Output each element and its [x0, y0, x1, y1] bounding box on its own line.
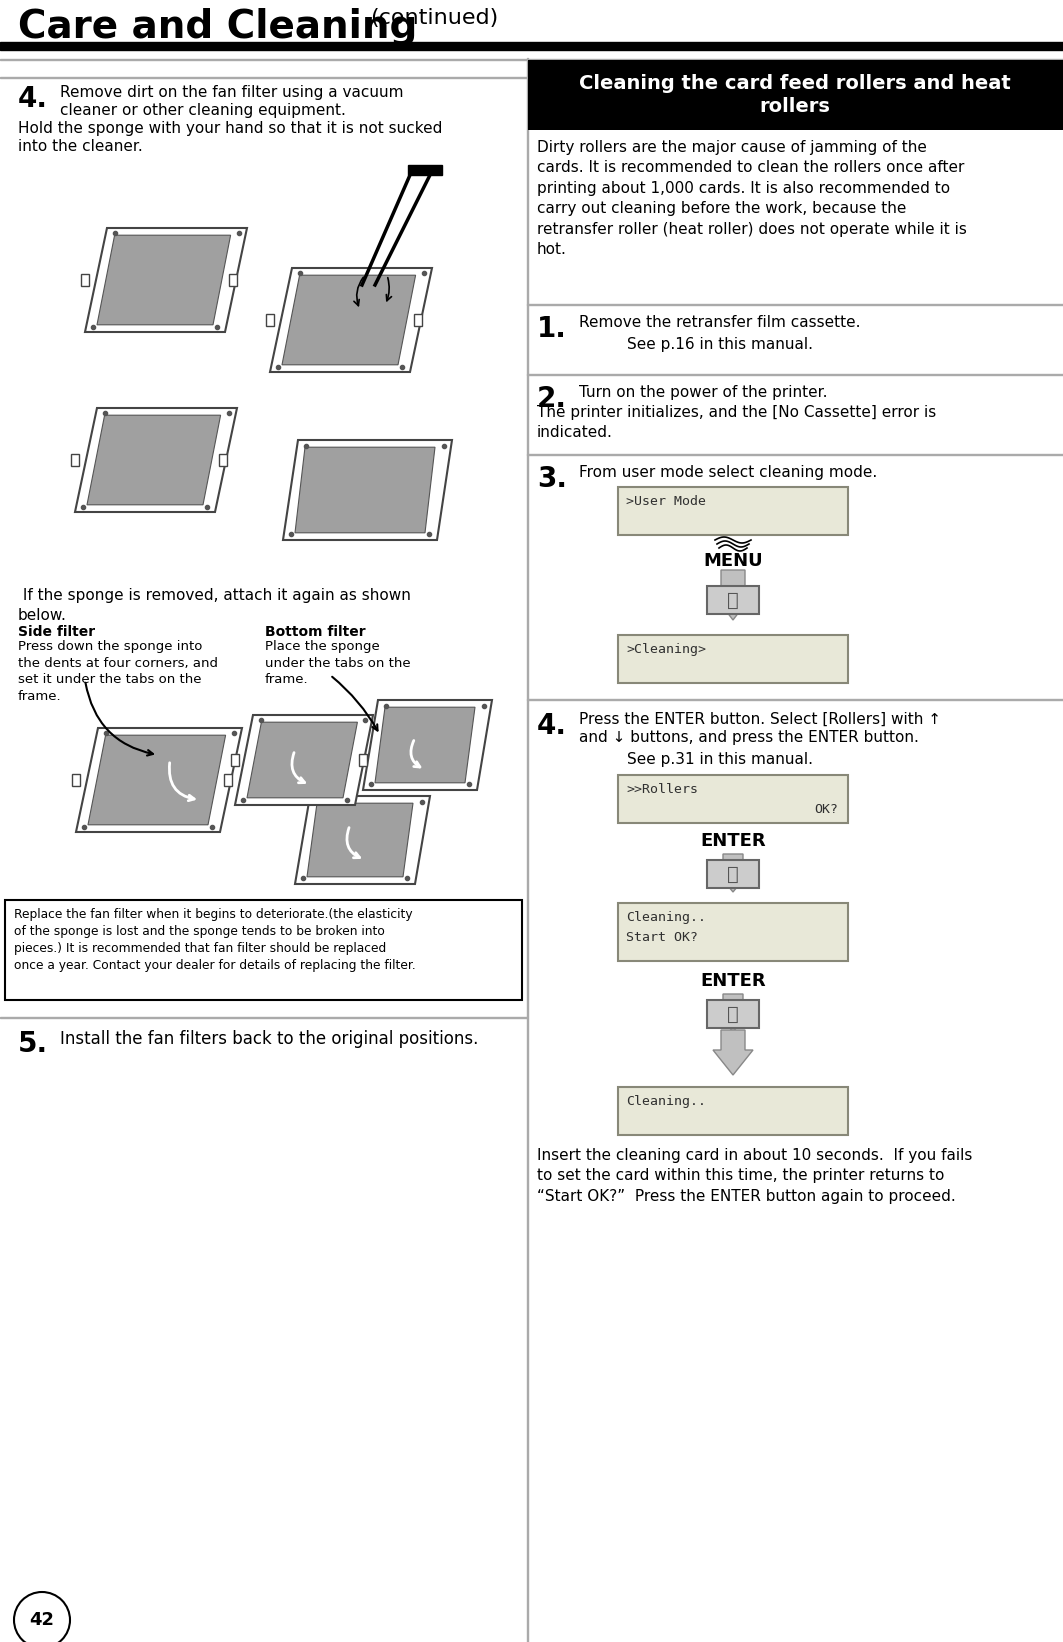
Polygon shape	[88, 736, 225, 824]
Text: cleaner or other cleaning equipment.: cleaner or other cleaning equipment.	[60, 103, 345, 118]
Bar	[414, 314, 422, 327]
Polygon shape	[283, 440, 452, 540]
Polygon shape	[307, 803, 414, 877]
Bar	[618, 488, 848, 535]
Polygon shape	[362, 699, 492, 790]
Polygon shape	[713, 1030, 753, 1076]
Bar	[618, 775, 848, 823]
Polygon shape	[75, 727, 242, 832]
Bar	[408, 164, 442, 176]
Bar	[72, 773, 80, 787]
Polygon shape	[296, 796, 431, 883]
Text: MENU: MENU	[704, 552, 763, 570]
Bar	[81, 274, 89, 286]
Text: If the sponge is removed, attach it again as shown
below.: If the sponge is removed, attach it agai…	[18, 588, 411, 622]
Text: Install the fan filters back to the original positions.: Install the fan filters back to the orig…	[60, 1030, 478, 1048]
Polygon shape	[75, 407, 237, 512]
Bar	[71, 453, 79, 466]
Text: Replace the fan filter when it begins to deteriorate.(the elasticity
of the spon: Replace the fan filter when it begins to…	[14, 908, 416, 972]
Text: ENTER: ENTER	[701, 832, 765, 851]
Text: 5.: 5.	[18, 1030, 48, 1057]
Text: Dirty rollers are the major cause of jamming of the
cards. It is recommended to : Dirty rollers are the major cause of jam…	[537, 140, 967, 258]
Circle shape	[14, 1593, 70, 1642]
Text: Remove the retransfer film cassette.: Remove the retransfer film cassette.	[579, 315, 861, 330]
Bar	[618, 635, 848, 683]
Bar	[359, 754, 367, 767]
Bar	[0, 43, 1063, 49]
Bar	[219, 453, 227, 466]
Text: Remove dirt on the fan filter using a vacuum: Remove dirt on the fan filter using a va…	[60, 85, 404, 100]
Text: 3.: 3.	[537, 465, 567, 493]
Bar	[618, 903, 848, 961]
Bar	[707, 586, 759, 614]
Text: ✋: ✋	[727, 864, 739, 883]
Text: 42: 42	[30, 1611, 54, 1629]
Text: Cleaning the card feed rollers and heat
rollers: Cleaning the card feed rollers and heat …	[579, 74, 1011, 117]
Polygon shape	[270, 268, 432, 373]
Text: into the cleaner.: into the cleaner.	[18, 140, 142, 154]
Bar	[528, 61, 1063, 130]
Bar	[618, 1087, 848, 1135]
Text: ✋: ✋	[727, 1005, 739, 1023]
Text: Insert the cleaning card in about 10 seconds.  If you fails
to set the card with: Insert the cleaning card in about 10 sec…	[537, 1148, 973, 1204]
Text: From user mode select cleaning mode.: From user mode select cleaning mode.	[579, 465, 877, 479]
Text: ✋: ✋	[727, 591, 739, 609]
Text: See p.16 in this manual.: See p.16 in this manual.	[627, 337, 813, 351]
Polygon shape	[715, 854, 750, 892]
Text: Care and Cleaning: Care and Cleaning	[18, 8, 418, 46]
Polygon shape	[85, 228, 247, 332]
Text: Press the ENTER button. Select [Rollers] with ↑: Press the ENTER button. Select [Rollers]…	[579, 713, 941, 727]
Text: Start OK?: Start OK?	[626, 931, 698, 944]
Text: Cleaning..: Cleaning..	[626, 1095, 706, 1108]
Bar	[707, 860, 759, 888]
Polygon shape	[97, 235, 231, 325]
Bar	[707, 1000, 759, 1028]
Text: 1.: 1.	[537, 315, 567, 343]
Text: OK?: OK?	[814, 803, 838, 816]
Text: Hold the sponge with your hand so that it is not sucked: Hold the sponge with your hand so that i…	[18, 122, 442, 136]
Polygon shape	[282, 276, 416, 365]
Text: Press down the sponge into
the dents at four corners, and
set it under the tabs : Press down the sponge into the dents at …	[18, 640, 218, 703]
Polygon shape	[296, 447, 435, 532]
Text: 4.: 4.	[18, 85, 48, 113]
Text: The printer initializes, and the [No Cassette] error is
indicated.: The printer initializes, and the [No Cas…	[537, 406, 937, 440]
Polygon shape	[714, 570, 752, 621]
Text: (continued): (continued)	[370, 8, 499, 28]
Bar	[229, 274, 237, 286]
Bar	[224, 773, 232, 787]
Text: >Cleaning>: >Cleaning>	[626, 644, 706, 657]
Text: Bottom filter: Bottom filter	[265, 626, 366, 639]
Bar	[231, 754, 239, 767]
Text: Turn on the power of the printer.: Turn on the power of the printer.	[579, 384, 827, 401]
Text: >User Mode: >User Mode	[626, 494, 706, 507]
Text: ENTER: ENTER	[701, 972, 765, 990]
Text: 4.: 4.	[537, 713, 567, 741]
Text: Place the sponge
under the tabs on the
frame.: Place the sponge under the tabs on the f…	[265, 640, 410, 686]
Polygon shape	[247, 722, 357, 798]
Text: and ↓ buttons, and press the ENTER button.: and ↓ buttons, and press the ENTER butto…	[579, 731, 918, 745]
Text: Cleaning..: Cleaning..	[626, 911, 706, 924]
Text: 2.: 2.	[537, 384, 567, 414]
Polygon shape	[375, 708, 475, 783]
Text: >>Rollers: >>Rollers	[626, 783, 698, 796]
Bar	[5, 900, 522, 1000]
Polygon shape	[235, 714, 373, 805]
Text: Side filter: Side filter	[18, 626, 95, 639]
Text: See p.31 in this manual.: See p.31 in this manual.	[627, 752, 813, 767]
Polygon shape	[715, 993, 750, 1033]
Bar	[266, 314, 274, 327]
Polygon shape	[87, 415, 221, 504]
